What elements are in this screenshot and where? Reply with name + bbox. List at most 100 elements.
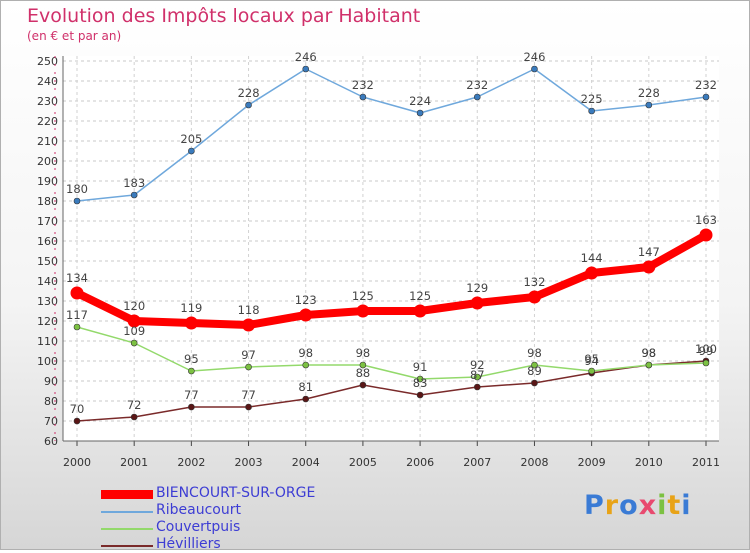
legend-label: BIENCOURT-SUR-ORGE — [156, 485, 316, 501]
data-label: 118 — [238, 303, 260, 317]
data-label-layer: 180 183 205 228 246 232 224 232 246 225 228 232 117 1… — [66, 50, 717, 416]
data-point — [413, 304, 427, 318]
legend-swatch — [101, 490, 153, 499]
data-point — [302, 361, 310, 369]
data-point — [699, 228, 713, 242]
data-point — [130, 413, 138, 421]
y-tick-label: 140 — [37, 275, 58, 288]
data-point — [130, 339, 138, 347]
data-label: 119 — [180, 301, 202, 315]
data-point — [416, 391, 424, 399]
legend-label: Hévilliers — [156, 536, 221, 552]
series-line-couvertpuis — [76, 326, 707, 380]
data-label: 92 — [470, 358, 485, 372]
data-label: 163 — [695, 213, 717, 227]
y-tick-label: 90 — [44, 375, 58, 388]
y-tick-label: 240 — [37, 75, 58, 88]
x-tick-label: 2009 — [578, 456, 606, 469]
legend-item-ribeaucourt: Ribeaucourt — [101, 502, 361, 519]
y-tick-label: 180 — [37, 195, 58, 208]
data-label: 81 — [298, 380, 313, 394]
data-label: 98 — [298, 346, 313, 360]
x-tick-label: 2011 — [692, 456, 720, 469]
x-tick-label: 2008 — [520, 456, 548, 469]
data-label: 232 — [695, 78, 717, 92]
data-point — [531, 361, 538, 369]
data-point — [73, 197, 81, 205]
data-label: 100 — [695, 342, 717, 356]
data-point — [302, 65, 310, 73]
y-tick-label: 160 — [37, 235, 58, 248]
data-label: 109 — [123, 324, 145, 338]
legend-label: Ribeaucourt — [156, 502, 241, 518]
data-label: 95 — [184, 352, 199, 366]
data-label: 72 — [127, 398, 142, 412]
data-label: 123 — [295, 293, 317, 307]
data-point — [702, 93, 710, 101]
y-tick-label: 70 — [44, 415, 58, 428]
data-label: 129 — [466, 281, 488, 295]
y-tick-label: 120 — [37, 315, 58, 328]
data-point — [645, 101, 653, 109]
y-tick-label: 80 — [44, 395, 58, 408]
y-tick-label: 60 — [44, 435, 58, 448]
data-point — [473, 93, 481, 101]
data-label: 98 — [356, 346, 371, 360]
data-point — [245, 363, 252, 371]
data-point — [585, 266, 599, 280]
data-label: 205 — [180, 132, 202, 146]
data-point — [531, 379, 538, 387]
data-point — [642, 260, 656, 274]
data-label: 125 — [409, 289, 431, 303]
data-label: 147 — [638, 245, 660, 259]
data-point — [470, 296, 484, 310]
y-tick-label: 110 — [37, 335, 58, 348]
data-label: 77 — [241, 388, 256, 402]
data-point — [73, 323, 81, 331]
data-point — [73, 417, 81, 425]
data-label: 232 — [352, 78, 374, 92]
y-tick-label: 230 — [37, 95, 58, 108]
data-point — [299, 308, 313, 322]
data-label: 89 — [527, 364, 542, 378]
y-tick-label: 150 — [37, 255, 58, 268]
x-tick-label: 2005 — [349, 456, 377, 469]
series-line-ribeaucourt — [76, 68, 707, 202]
y-tick-label: 170 — [37, 215, 58, 228]
legend-swatch — [101, 528, 153, 530]
data-label: 224 — [409, 94, 431, 108]
y-tick-label: 210 — [37, 135, 58, 148]
axis-layer: 60 70 80 90 100 110 120 130 140 150 160 170 180 190 20… — [37, 55, 720, 469]
data-point — [359, 381, 367, 389]
data-point — [416, 375, 424, 383]
legend-swatch — [101, 545, 153, 547]
data-label: 70 — [70, 402, 85, 416]
data-label: 88 — [356, 366, 371, 380]
data-label: 183 — [123, 176, 145, 190]
data-point — [188, 367, 195, 375]
chart-title: Evolution des Impôts locaux par Habitant — [27, 5, 421, 27]
data-label: 98 — [527, 346, 542, 360]
data-point — [188, 403, 195, 411]
data-point — [130, 191, 138, 199]
data-point — [302, 395, 310, 403]
data-label: 228 — [238, 86, 260, 100]
data-point — [359, 361, 367, 369]
data-label: 232 — [466, 78, 488, 92]
data-label: 94 — [584, 354, 599, 368]
data-point — [127, 314, 141, 328]
data-point — [473, 383, 481, 391]
data-label: 125 — [352, 289, 374, 303]
proxiti-logo: Proxiti — [584, 490, 692, 521]
grid-layer — [63, 56, 719, 442]
data-point — [702, 359, 710, 367]
data-point — [531, 65, 538, 73]
legend-item-hevilliers: Hévilliers — [101, 536, 361, 553]
data-label: 77 — [184, 388, 199, 402]
data-label: 91 — [413, 360, 428, 374]
data-point — [245, 101, 252, 109]
data-label: 117 — [66, 308, 88, 322]
series-layer — [70, 65, 713, 425]
